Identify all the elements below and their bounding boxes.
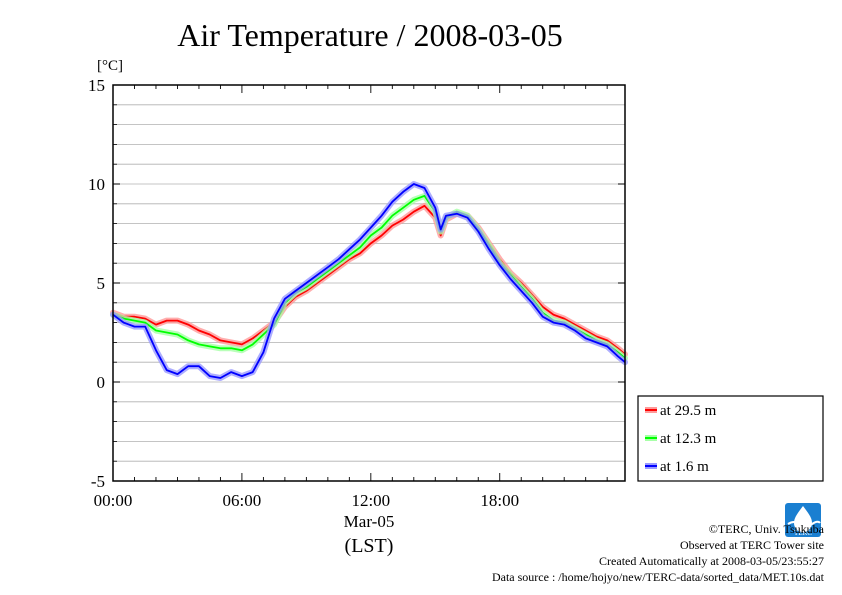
series-layer	[110, 181, 628, 381]
x-tick-label: 12:00	[351, 491, 390, 510]
legend: at 29.5 m at 12.3 m at 1.6 m	[637, 395, 824, 482]
copyright-text: ©TERC, Univ. Tsukuba	[708, 522, 824, 536]
series-line	[112, 194, 626, 359]
terc-logo-icon: TERC	[785, 503, 821, 537]
data-source-text: Data source : /home/hojyo/new/TERC-data/…	[491, 570, 824, 584]
series-line	[112, 204, 626, 355]
x-axis-date-label: Mar-05	[344, 512, 395, 531]
legend-label: at 1.6 m	[660, 459, 709, 475]
logo-text: TERC	[794, 529, 812, 537]
legend-label: at 12.3 m	[660, 431, 717, 447]
x-tick-label: 06:00	[223, 491, 262, 510]
x-axis-unit-label: (LST)	[345, 535, 394, 557]
y-tick-label: -5	[91, 472, 105, 491]
x-tick-label: 18:00	[480, 491, 519, 510]
y-tick-label: 5	[97, 274, 106, 293]
observed-site-text: Observed at TERC Tower site	[679, 538, 824, 552]
y-ticks: 15 10 5 0 -5	[88, 76, 625, 491]
x-tick-label: 00:00	[94, 491, 133, 510]
y-axis-unit-label: [°C]	[97, 58, 123, 74]
series-halo	[110, 181, 628, 381]
legend-label: at 29.5 m	[660, 403, 717, 419]
legend-box	[637, 395, 824, 482]
chart-title: Air Temperature / 2008-03-05	[177, 17, 563, 53]
created-timestamp-text: Created Automatically at 2008-03-05/23:5…	[599, 554, 824, 568]
x-ticks: 00:00 06:00 12:00 18:00	[94, 85, 608, 510]
y-tick-label: 0	[97, 373, 106, 392]
series-halo	[110, 192, 628, 362]
y-tick-label: 10	[88, 175, 105, 194]
y-tick-label: 15	[88, 76, 105, 95]
grid-lines	[113, 104, 625, 462]
series-line	[112, 183, 626, 379]
footer-info: ©TERC, Univ. Tsukuba Observed at TERC To…	[492, 521, 824, 585]
